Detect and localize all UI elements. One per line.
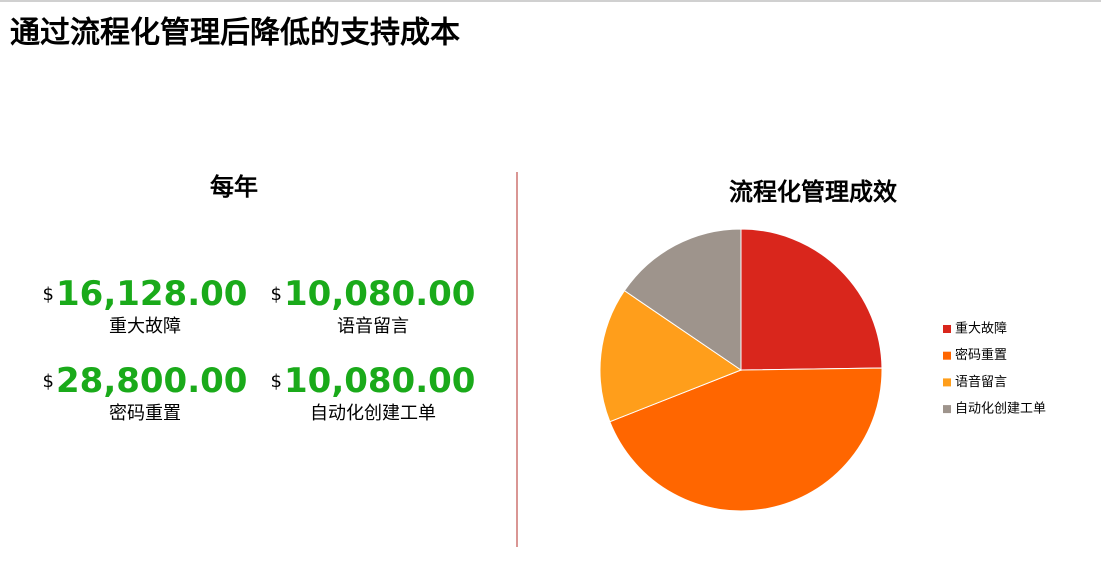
- chart-title: 流程化管理成效: [729, 178, 897, 206]
- amount: 16,128.00: [56, 274, 247, 314]
- stat-amount: $28,800.00: [43, 361, 248, 401]
- currency: $: [271, 284, 282, 305]
- stat-label: 密码重置: [109, 403, 181, 424]
- legend-label: 语音留言: [955, 374, 1007, 390]
- legend-swatch: [943, 378, 951, 387]
- stat-amount: $16,128.00: [43, 274, 248, 314]
- pie-slice: [609, 367, 883, 512]
- stat-amount: $10,080.00: [271, 274, 476, 314]
- amount: 10,080.00: [284, 274, 475, 314]
- page-title: 通过流程化管理后降低的支持成本: [10, 16, 460, 51]
- stat-label: 语音留言: [337, 316, 409, 337]
- legend-swatch: [943, 405, 951, 414]
- amount: 28,800.00: [56, 361, 247, 401]
- legend-swatch: [943, 325, 951, 333]
- legend-label: 密码重置: [955, 347, 1007, 363]
- currency: $: [43, 284, 54, 305]
- pie: [599, 228, 883, 512]
- currency: $: [271, 371, 282, 392]
- legend-label: 自动化创建工单: [955, 402, 1046, 417]
- legend-swatch: [943, 351, 951, 360]
- pie-slice: [740, 228, 883, 371]
- pie-slice: [623, 228, 742, 371]
- stat-amount: $10,080.00: [271, 361, 476, 401]
- stat-label: 重大故障: [109, 316, 181, 337]
- pie-slice: [599, 289, 743, 423]
- amount: 10,080.00: [284, 361, 475, 401]
- legend-label: 重大故障: [955, 321, 1007, 337]
- currency: $: [43, 371, 54, 392]
- summary-heading: 每年: [210, 173, 258, 201]
- stats: $16,128.00重大故障$10,080.00语音留言$28,800.00密码…: [43, 274, 476, 425]
- stat-label: 自动化创建工单: [310, 403, 436, 424]
